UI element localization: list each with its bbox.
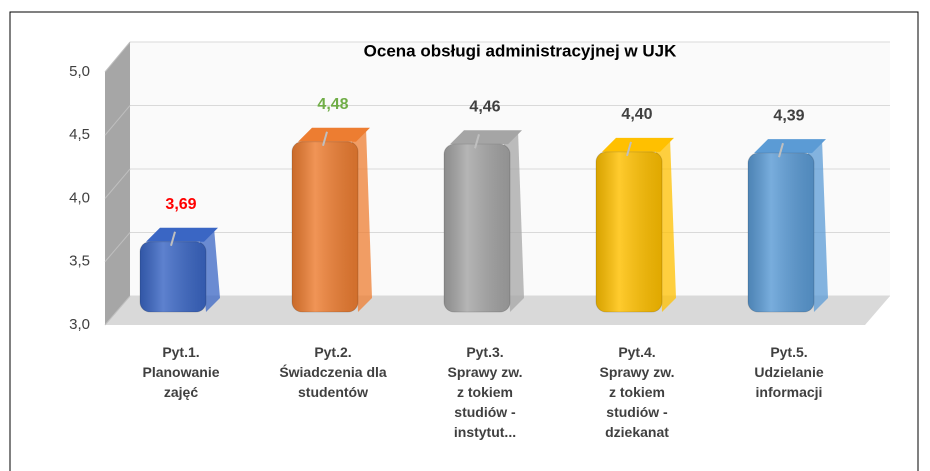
bar-shade [596, 151, 662, 312]
value-label: 4,48 [317, 96, 348, 113]
value-label: 4,46 [469, 99, 500, 116]
x-tick-label: Pyt.2. Świadczenia dla studentów [279, 344, 387, 400]
bar-top-face [298, 127, 370, 142]
bar-shade [444, 144, 510, 312]
chart-title: Ocena obsługi administracyjnej w UJK [364, 41, 677, 60]
y-tick-label: 5,0 [69, 63, 90, 80]
side-grid-line [104, 168, 131, 199]
y-tick-label: 4,0 [69, 189, 90, 206]
y-tick-label: 3,0 [69, 316, 90, 333]
side-grid-line [104, 41, 131, 73]
y-tick-label: 4,5 [69, 126, 90, 143]
bar-shade [140, 241, 206, 312]
value-label: 3,69 [165, 196, 196, 213]
bar-shade [748, 153, 814, 312]
value-label: 4,39 [773, 107, 804, 124]
x-tick-label: Pyt.3. Sprawy zw. z tokiem studiów -instytu… [448, 344, 523, 440]
x-tick-label: Pyt.5. Udzielanie informacji [754, 344, 823, 400]
bar-top-face [754, 139, 826, 154]
bar-shade [292, 141, 358, 312]
leader-line [322, 131, 328, 147]
x-tick-label: Pyt.1. Planowanie zajęć [142, 344, 219, 400]
value-label: 4,40 [621, 106, 652, 123]
bar-top-face [146, 227, 218, 242]
side-grid-line [104, 105, 131, 136]
side-grid-line [104, 232, 131, 263]
bar-top-face [602, 137, 674, 152]
side-grid-line [104, 295, 131, 326]
y-tick-label: 3,5 [69, 253, 90, 270]
leader-line [626, 141, 632, 157]
leader-line [474, 134, 480, 149]
leader-line [170, 231, 176, 246]
leader-line [778, 142, 784, 158]
x-tick-label: Pyt.4. Sprawy zw. z tokiem studiów -dziekan… [600, 344, 675, 440]
bar-top-face [450, 130, 522, 145]
